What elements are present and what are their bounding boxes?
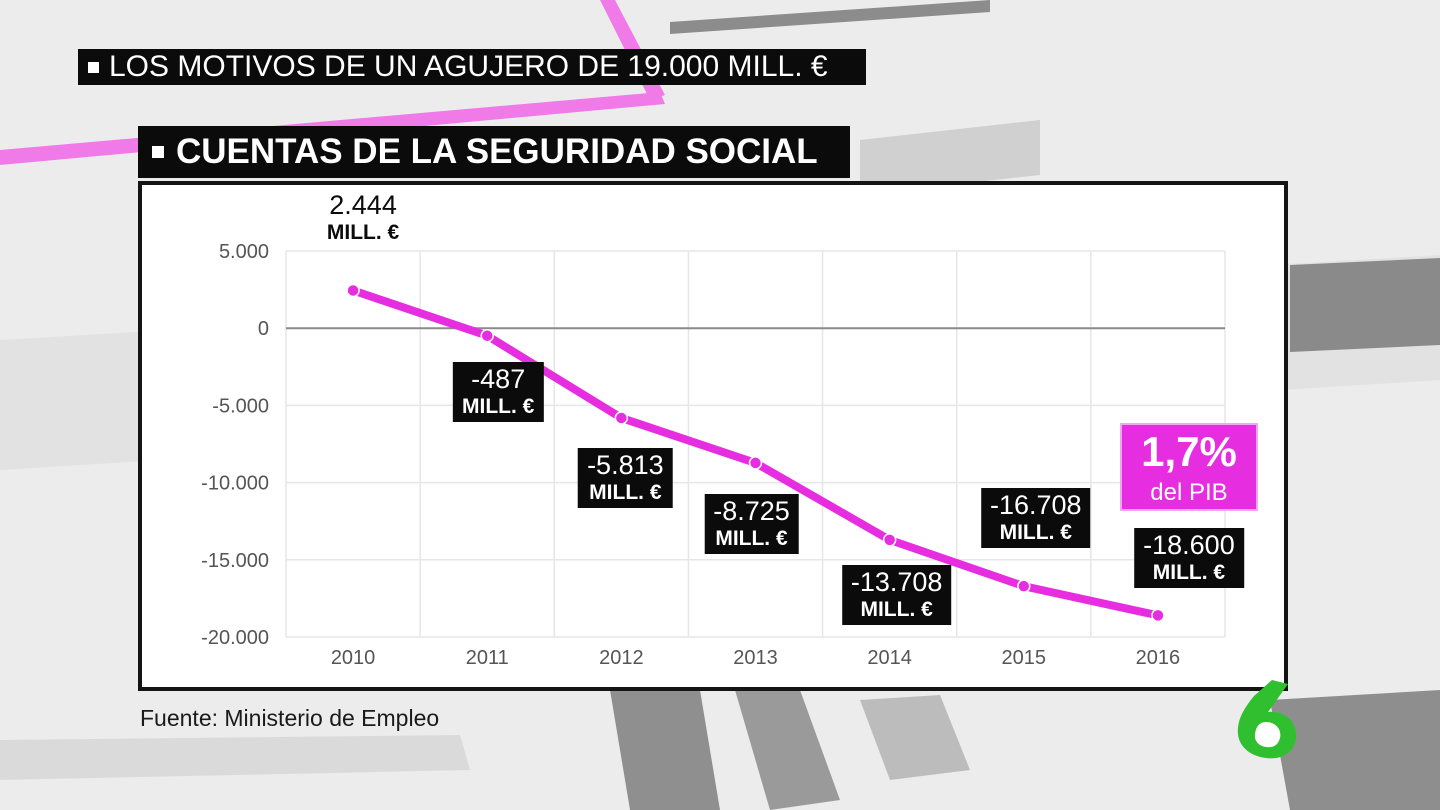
x-axis-ticks: 2010 2011 2012 2013 2014 2015 2016 (331, 647, 1180, 669)
data-label-value: 2.444 (329, 190, 397, 221)
pib-badge-value: 1,7% (1141, 428, 1237, 475)
x-tick-label: 2012 (599, 647, 644, 669)
y-axis-ticks: 5.000 0 -5.000 -10.000 -15.000 -20.000 (201, 241, 269, 649)
y-tick-label: 0 (258, 318, 269, 340)
data-label-value: -487 (471, 363, 526, 394)
data-label-unit: MILL. € (589, 480, 662, 504)
data-label-value: -13.708 (850, 566, 943, 597)
y-tick-label: 5.000 (219, 241, 269, 263)
x-tick-label: 2016 (1136, 647, 1181, 669)
data-label-unit: MILL. € (462, 394, 535, 418)
data-label: -487 MILL. € (453, 361, 544, 422)
series-layer (346, 283, 1165, 623)
y-tick-label: -15.000 (201, 550, 269, 572)
series-line (349, 286, 1162, 620)
pib-badge-label: del PIB (1150, 479, 1228, 506)
data-point (1151, 608, 1165, 623)
data-label-unit: MILL. € (326, 221, 400, 245)
data-label-unit: MILL. € (999, 521, 1072, 545)
x-tick-label: 2014 (867, 647, 912, 669)
chart-frame: 5.000 0 -5.000 -10.000 -15.000 -20.000 2010 20… (138, 181, 1288, 691)
data-point (614, 411, 629, 425)
data-point (480, 328, 494, 343)
data-point (748, 456, 763, 470)
data-label: -8.725 MILL. € (704, 493, 799, 554)
data-label-value: -16.708 (989, 490, 1082, 521)
source-note: Fuente: Ministerio de Empleo (140, 705, 440, 731)
y-tick-label: -5.000 (212, 395, 269, 417)
data-label: 2.444 MILL. € (317, 188, 409, 249)
chart-title: CUENTAS DE LA SEGURIDAD SOCIAL (176, 132, 818, 171)
y-tick-label: -20.000 (201, 627, 269, 649)
x-tick-label: 2011 (466, 647, 509, 669)
bullet-square-icon (152, 146, 164, 158)
x-tick-label: 2015 (1002, 647, 1046, 669)
data-label-value: -8.725 (713, 495, 790, 526)
channel-six-logo-icon (1237, 680, 1297, 759)
x-tick-label: 2010 (331, 647, 376, 669)
data-label-value: -5.813 (587, 449, 664, 480)
data-label: -5.813 MILL. € (578, 447, 673, 508)
pib-badge: 1,7% del PIB (1120, 423, 1258, 511)
grid-lines (285, 250, 1226, 638)
data-label: -13.708 MILL. € (841, 564, 952, 625)
data-label-unit: MILL. € (1152, 561, 1226, 585)
x-tick-label: 2013 (733, 647, 778, 669)
data-label-unit: MILL. € (715, 526, 788, 550)
y-tick-label: -10.000 (201, 473, 269, 495)
data-label-unit: MILL. € (860, 597, 933, 621)
data-point (882, 533, 897, 547)
data-point (346, 283, 360, 298)
headline-banner: LOS MOTIVOS DE UN AGUJERO DE 19.000 MILL… (78, 49, 866, 85)
data-point (1017, 579, 1031, 593)
data-label-value: -18.600 (1143, 530, 1235, 561)
bullet-square-icon (88, 61, 99, 73)
headline-text: LOS MOTIVOS DE UN AGUJERO DE 19.000 MILL… (109, 50, 828, 83)
data-label: -18.600 MILL. € (1134, 528, 1244, 589)
data-label: -16.708 MILL. € (980, 488, 1091, 549)
chart-title-banner: CUENTAS DE LA SEGURIDAD SOCIAL (138, 126, 850, 178)
